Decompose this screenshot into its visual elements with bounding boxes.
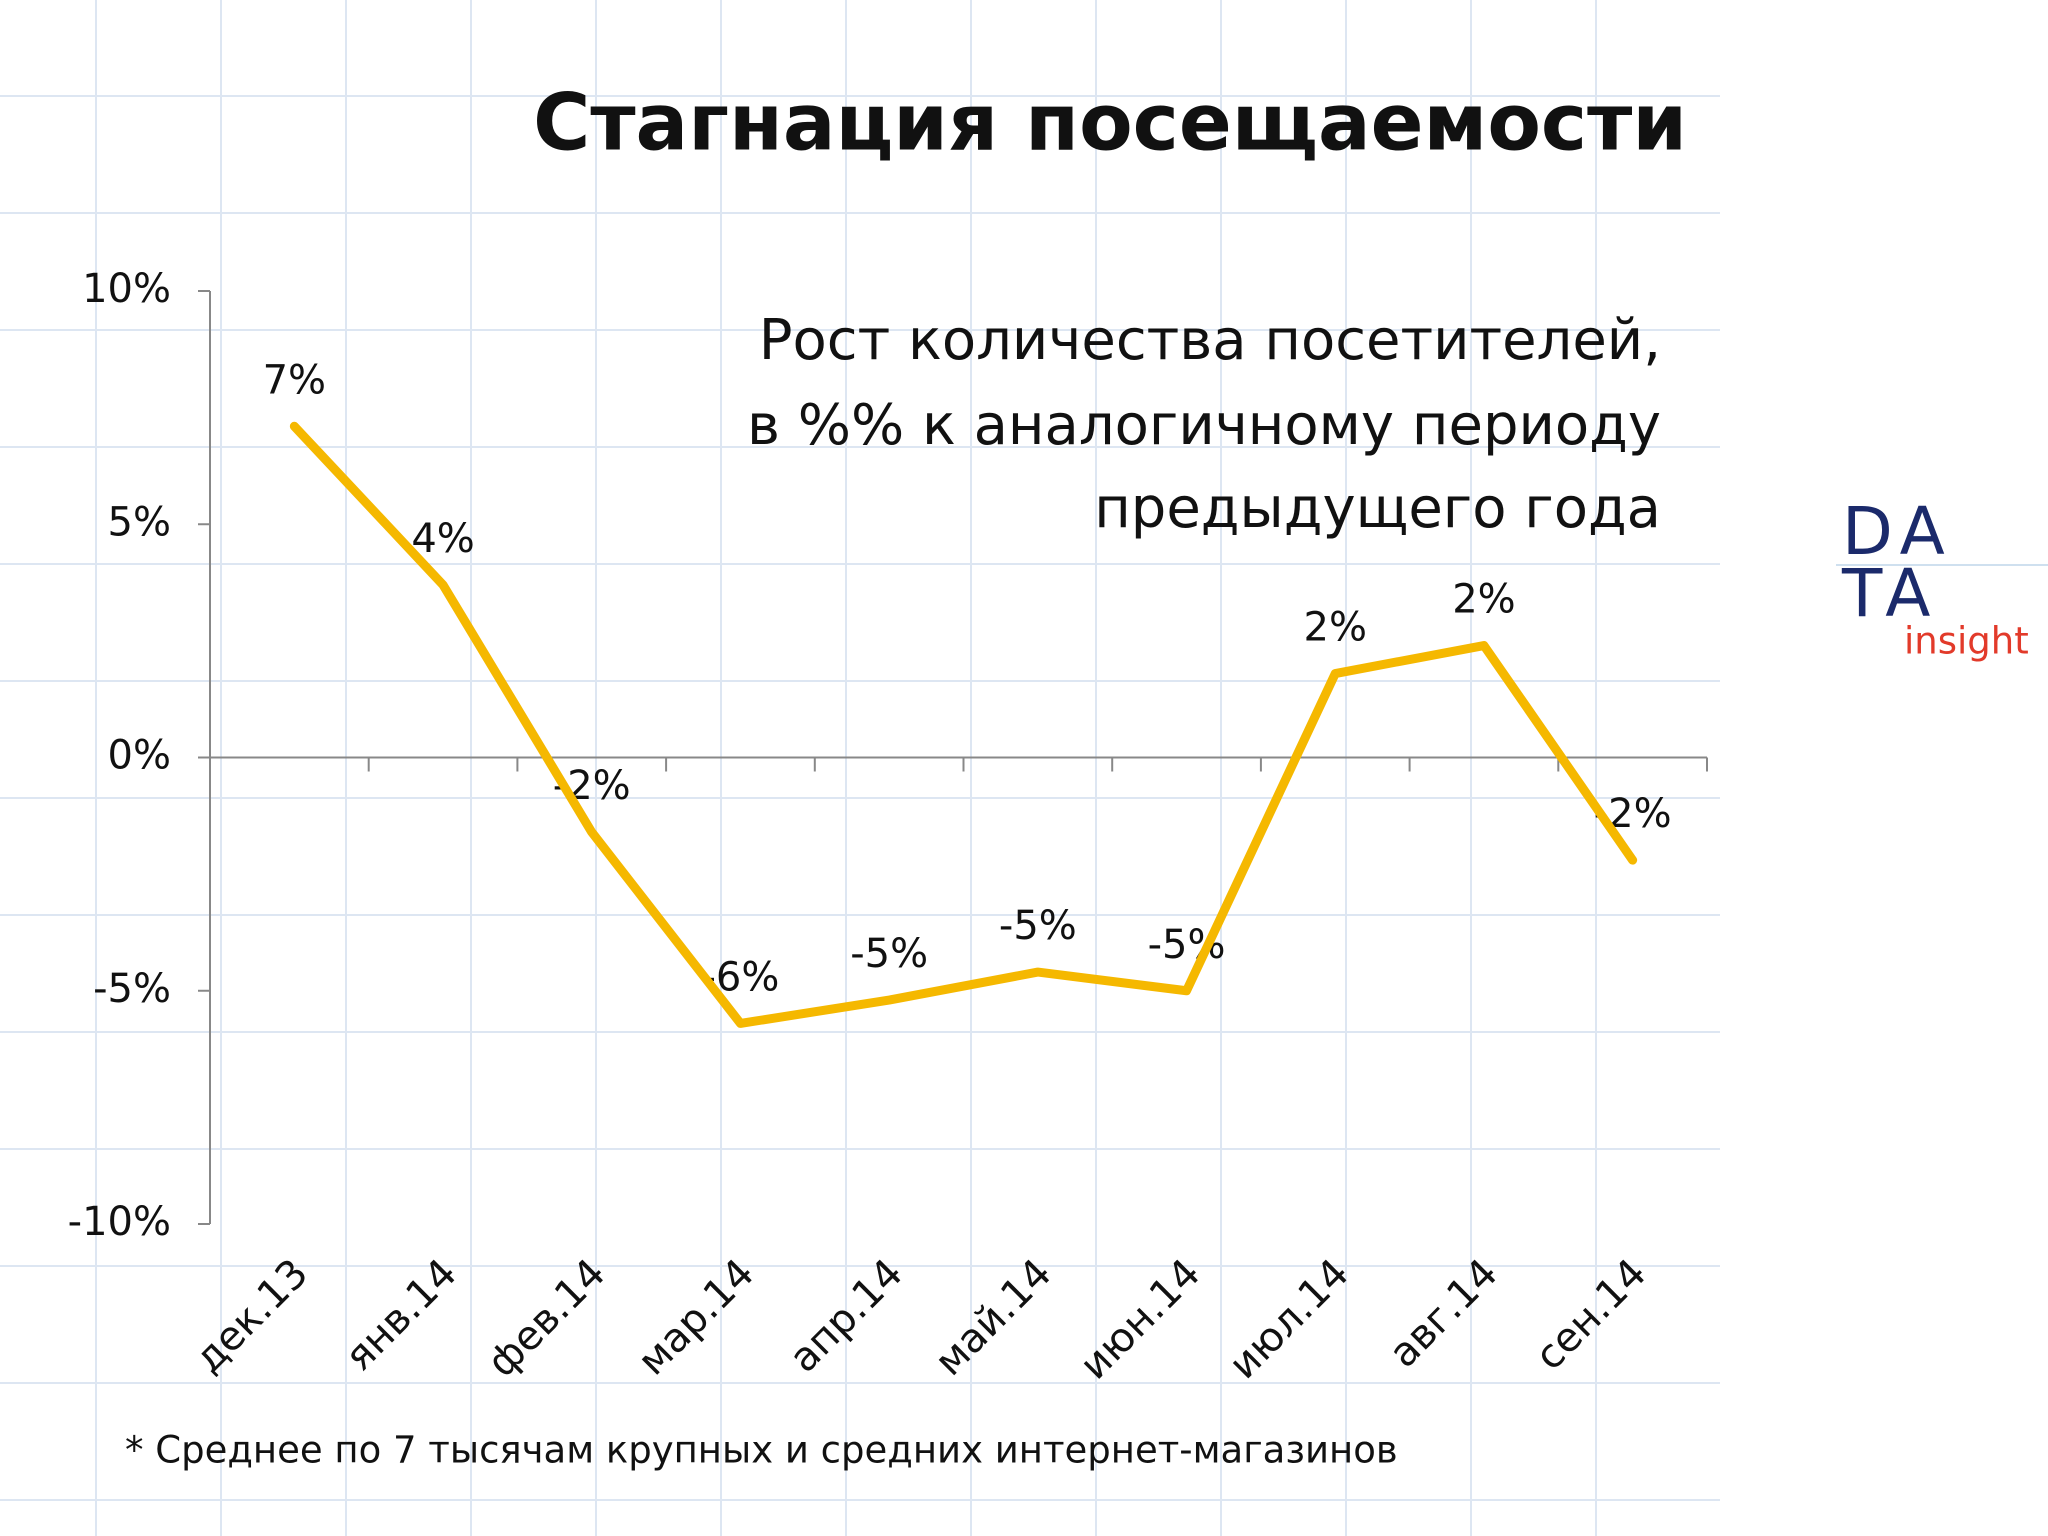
y-tick-label: 5% — [108, 499, 171, 545]
x-tick-label: авг.14 — [1380, 1250, 1506, 1376]
chart-subtitle: предыдущего года — [1094, 476, 1661, 541]
x-tick-label: апр.14 — [781, 1250, 912, 1381]
data-label: -5% — [850, 931, 928, 977]
logo-text: TA — [1841, 555, 1938, 632]
data-label: 2% — [1452, 577, 1515, 623]
x-tick-label: сен.14 — [1527, 1250, 1656, 1379]
data-label: 2% — [1304, 605, 1367, 651]
y-tick-label: 10% — [82, 266, 171, 312]
x-tick-label: янв.14 — [336, 1250, 466, 1380]
x-tick-label: дек.13 — [186, 1250, 318, 1382]
data-label: 7% — [263, 357, 326, 403]
x-tick-label: мар.14 — [629, 1250, 763, 1384]
x-tick-label: июл.14 — [1220, 1250, 1358, 1388]
chart-title: Стагнация посещаемости — [533, 78, 1687, 168]
x-tick-label: фев.14 — [479, 1250, 615, 1386]
paper-grid — [0, 0, 1720, 1536]
data-label: -5% — [999, 903, 1077, 949]
logo-text: DA — [1842, 493, 1953, 570]
data-label: 4% — [411, 516, 474, 562]
x-tick-label: май.14 — [926, 1250, 1061, 1385]
chart-subtitle: в %% к аналогичному периоду — [747, 393, 1661, 458]
logo-tagline: insight — [1904, 620, 2029, 663]
x-tick-label: июн.14 — [1071, 1250, 1209, 1388]
chart-subtitle: Рост количества посетителей, — [759, 308, 1661, 373]
y-tick-label: -10% — [68, 1199, 171, 1245]
y-tick-label: 0% — [108, 733, 171, 779]
footnote: * Среднее по 7 тысячам крупных и средних… — [125, 1429, 1398, 1472]
y-tick-label: -5% — [93, 966, 171, 1012]
line — [289, 421, 1638, 1028]
